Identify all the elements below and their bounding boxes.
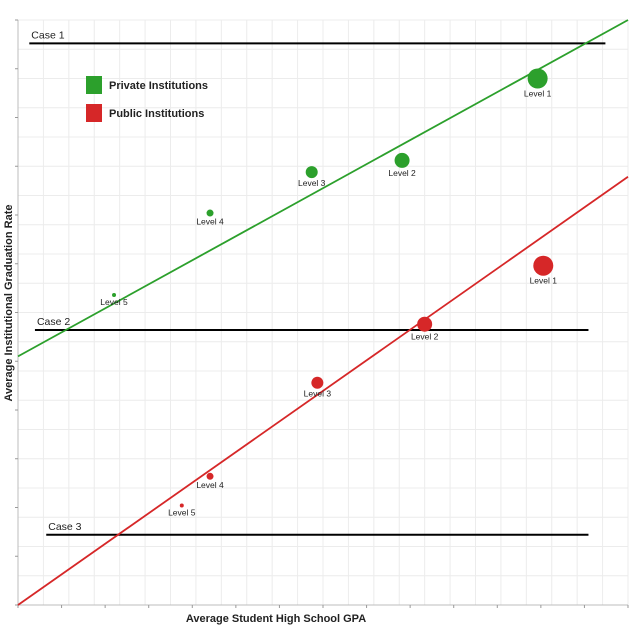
case-label-3: Case 3 [48,521,81,533]
legend: Private Institutions Public Institutions [86,76,208,122]
data-point-public-4 [206,472,214,480]
data-label-public-2: Level 2 [411,332,439,342]
data-label-private-4: Level 4 [196,217,224,227]
data-label-private-3: Level 3 [298,178,326,188]
case-label-1: Case 1 [31,29,64,41]
data-label-private-2: Level 2 [388,168,416,178]
legend-swatch-private [86,76,102,94]
data-point-private-4 [206,209,214,217]
data-label-public-4: Level 4 [196,480,224,490]
axes [15,19,629,608]
data-point-public-1 [533,255,554,276]
reference-lines: Case 1 Case 2 Case 3 [29,29,606,536]
trend-lines [17,19,629,606]
legend-swatch-public [86,104,102,122]
data-label-public-5: Level 5 [168,508,196,518]
data-label-public-3: Level 3 [304,389,332,399]
legend-label-private: Private Institutions [109,80,208,92]
data-point-private-1 [527,68,548,89]
trend-line-public [17,176,629,606]
data-point-private-5 [112,292,117,297]
data-point-public-3 [311,376,324,389]
legend-label-public: Public Institutions [109,108,204,120]
data-point-private-2 [394,152,410,168]
trend-line-private [17,19,629,358]
data-label-private-5: Level 5 [100,297,128,307]
data-point-public-5 [179,503,184,508]
data-point-private-3 [305,166,318,179]
data-label-private-1: Level 1 [524,89,552,99]
grid [17,19,629,606]
case-label-2: Case 2 [37,316,70,328]
data-label-public-1: Level 1 [530,276,558,286]
x-axis-title: Average Student High School GPA [186,613,366,625]
data-points: Level 1 Level 2 Level 3 Level 4 Level 5 Level… [100,68,558,518]
data-point-public-2 [417,316,433,332]
y-axis-title: Average Institutional Graduation Rate [3,204,15,401]
